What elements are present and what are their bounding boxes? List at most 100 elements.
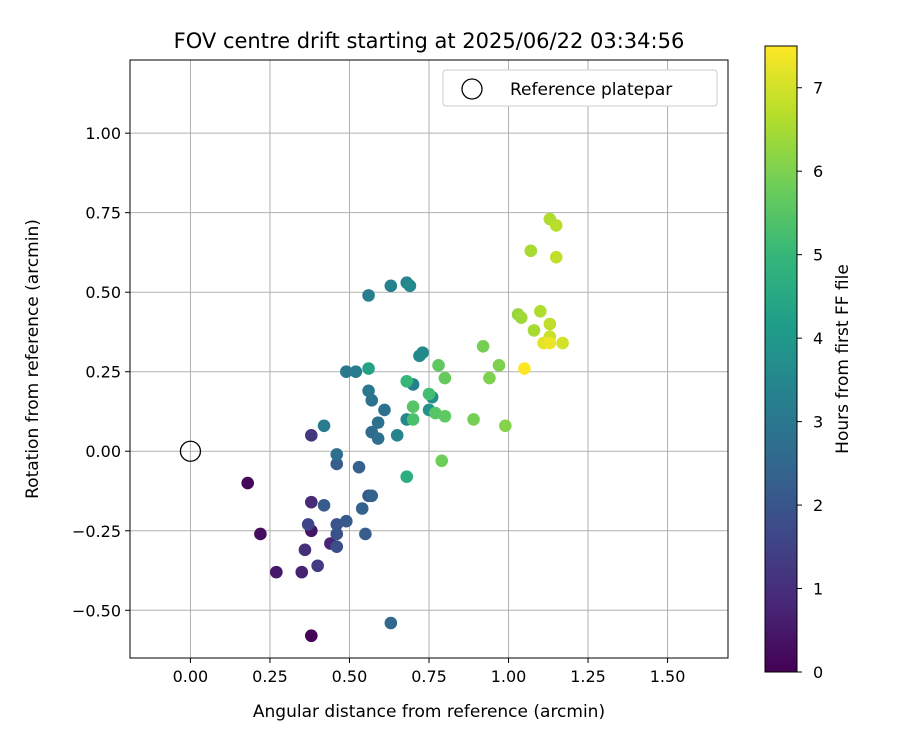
colorbar-tick-label: 0 (813, 663, 823, 682)
data-point (371, 432, 385, 445)
y-tick-label: −0.25 (72, 522, 121, 541)
colorbar-tick-label: 5 (813, 246, 823, 265)
data-point (406, 413, 420, 426)
colorbar: 0 1 2 3 4 5 6 7 Hours from first FF file (764, 45, 853, 682)
data-point (422, 387, 436, 401)
x-tick-label: 0.00 (173, 667, 209, 686)
x-tick-label: 0.75 (411, 667, 447, 686)
legend-entry-label: Reference platepar (510, 80, 672, 100)
y-tick-label: −0.50 (72, 601, 121, 620)
data-point (438, 371, 452, 385)
data-point (514, 311, 528, 324)
data-point (527, 324, 541, 337)
y-tick-label: 0.75 (85, 204, 121, 223)
colorbar-tick-label: 2 (813, 496, 823, 515)
reference-marker-group (179, 440, 202, 462)
data-point (499, 419, 512, 433)
data-point (330, 540, 344, 553)
data-point (432, 359, 445, 372)
data-point (330, 518, 344, 531)
y-tick-label: 0.50 (85, 283, 121, 302)
x-tick-label: 1.00 (491, 667, 527, 686)
data-point (549, 250, 563, 264)
data-point (301, 518, 315, 531)
data-point (352, 460, 366, 474)
data-point (390, 429, 404, 442)
colorbar-ticks: 0 1 2 3 4 5 6 7 (797, 79, 823, 682)
x-tick-label: 0.25 (252, 667, 288, 686)
data-point (362, 362, 375, 375)
data-point (435, 454, 449, 468)
data-point (556, 336, 569, 350)
y-axis-ticks: −0.50 −0.25 0.00 0.25 0.50 0.75 1.00 (72, 124, 130, 620)
data-point (467, 413, 480, 426)
data-point (429, 406, 442, 420)
data-point (416, 346, 429, 359)
data-point (476, 339, 490, 353)
data-point (543, 317, 557, 331)
data-point (365, 394, 379, 407)
data-point (371, 416, 385, 429)
data-point (400, 374, 414, 388)
data-point (349, 365, 363, 379)
x-tick-label: 0.50 (332, 667, 368, 686)
data-point (305, 629, 318, 643)
data-point (241, 476, 254, 490)
data-point (384, 279, 398, 293)
colorbar-tick-label: 7 (813, 79, 823, 98)
data-point (339, 365, 353, 379)
data-point (355, 502, 369, 515)
data-point (384, 616, 398, 630)
data-point (543, 336, 557, 350)
data-point (365, 489, 379, 503)
colorbar-tick-label: 6 (813, 162, 823, 181)
data-point (298, 543, 312, 557)
x-axis-ticks: 0.00 0.25 0.50 0.75 1.00 1.25 1.50 (173, 658, 686, 686)
colorbar-tick-label: 3 (813, 413, 823, 432)
data-point (438, 409, 452, 423)
data-point (534, 304, 547, 318)
y-tick-label: 0.00 (85, 442, 121, 461)
data-point (362, 289, 375, 302)
x-tick-label: 1.25 (570, 667, 606, 686)
data-point (270, 565, 283, 579)
legend: Reference platepar (442, 69, 718, 107)
data-point (378, 403, 391, 417)
data-point (359, 527, 372, 541)
legend-box (442, 69, 718, 107)
data-point (305, 495, 318, 509)
data-point (524, 244, 538, 258)
colorbar-gradient (764, 45, 798, 673)
data-point (362, 384, 375, 398)
reference-point-marker (179, 440, 202, 462)
data-point (317, 419, 331, 433)
data-point (311, 559, 324, 573)
y-axis-label: Rotation from reference (arcmin) (23, 219, 43, 499)
data-point (330, 457, 344, 471)
colorbar-tick-label: 1 (813, 580, 823, 599)
data-point (254, 527, 267, 541)
data-point (330, 448, 344, 461)
grid-lines (130, 60, 728, 658)
legend-marker-icon (461, 78, 483, 100)
data-point (295, 565, 309, 579)
colorbar-label: Hours from first FF file (833, 264, 853, 454)
data-point (403, 279, 417, 293)
y-tick-label: 1.00 (85, 124, 121, 143)
data-point (305, 429, 318, 442)
data-point (339, 514, 353, 528)
x-tick-label: 1.50 (650, 667, 686, 686)
chart-title: FOV centre drift starting at 2025/06/22 … (174, 29, 685, 53)
data-point (483, 371, 496, 385)
data-points (241, 212, 569, 643)
data-point (330, 527, 344, 541)
data-point (518, 362, 531, 375)
y-tick-label: 0.25 (85, 363, 121, 382)
data-point (549, 219, 563, 232)
data-point (400, 470, 414, 483)
data-point (492, 359, 506, 372)
x-axis-label: Angular distance from reference (arcmin) (253, 702, 605, 722)
data-point (317, 499, 331, 512)
colorbar-tick-label: 4 (813, 329, 823, 348)
